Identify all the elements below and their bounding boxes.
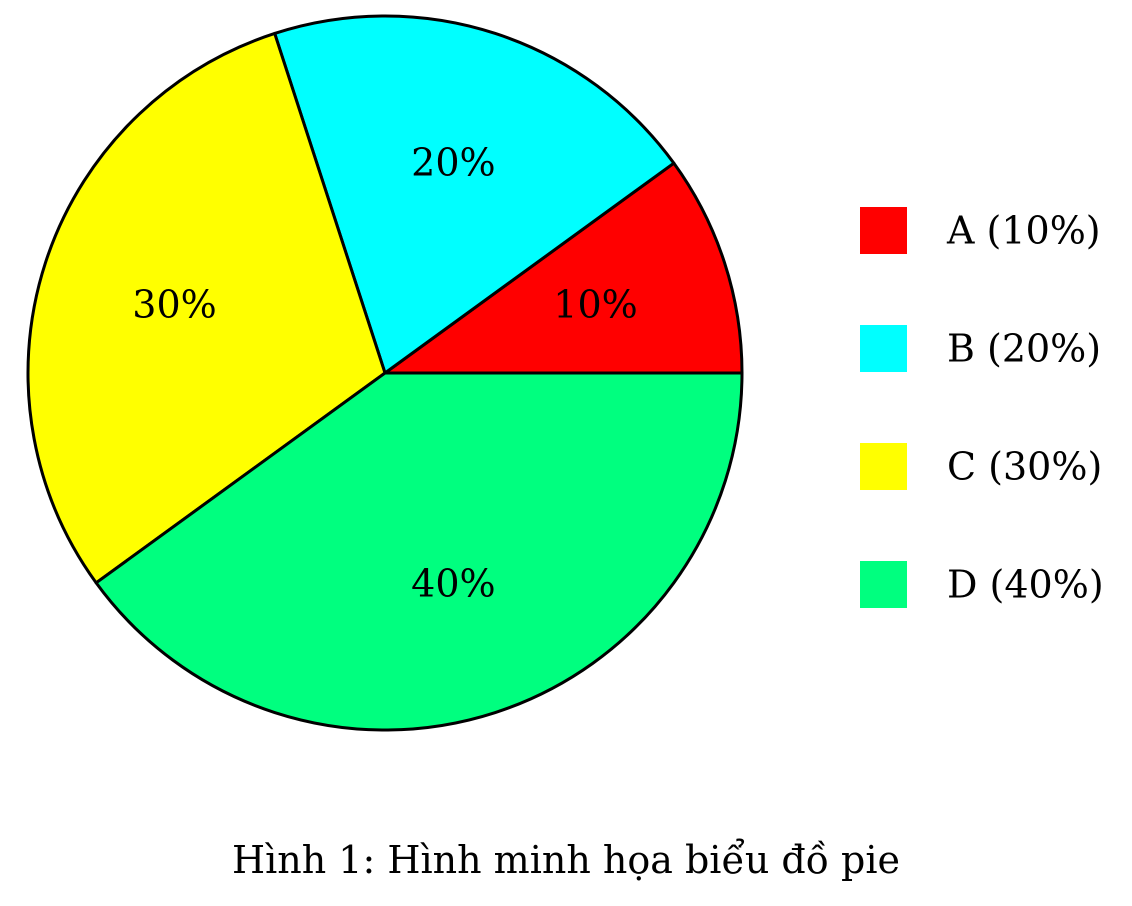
pie-slice-b: [273, 14, 676, 375]
pie-slices: [26, 14, 744, 732]
legend-item-b: B (20%): [860, 325, 1101, 372]
legend-swatch-d: [860, 561, 907, 608]
legend-swatch-b: [860, 325, 907, 372]
slice-label-b: 20%: [411, 141, 495, 185]
legend-item-a: A (10%): [860, 207, 1101, 254]
pie-slice-labels: 10% 20% 30% 40%: [132, 141, 637, 606]
legend-swatch-a: [860, 207, 907, 254]
slice-label-c: 30%: [132, 283, 216, 327]
figure-caption: Hình 1: Hình minh họa biểu đồ pie: [231, 838, 901, 882]
slice-label-a: 10%: [553, 283, 637, 327]
legend-label-d: D (40%): [947, 563, 1104, 607]
slice-label-d: 40%: [411, 562, 495, 606]
legend-item-c: C (30%): [860, 443, 1102, 490]
legend: A (10%) B (20%) C (30%) D (40%): [860, 207, 1104, 608]
legend-label-a: A (10%): [946, 209, 1101, 253]
legend-item-d: D (40%): [860, 561, 1104, 608]
legend-label-b: B (20%): [947, 327, 1101, 371]
legend-label-c: C (30%): [947, 445, 1102, 489]
pie-chart: 10% 20% 30% 40% A (10%) B (20%) C (30%) D (40%…: [26, 14, 1104, 732]
pie-slice-d: [94, 371, 744, 732]
pie-slice-c: [26, 31, 387, 585]
legend-swatch-c: [860, 443, 907, 490]
pie-slice-a: [383, 161, 744, 375]
